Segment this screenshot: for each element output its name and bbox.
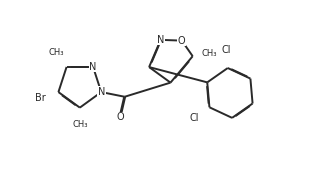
Text: Cl: Cl: [222, 45, 231, 55]
Text: Br: Br: [35, 93, 46, 103]
Text: N: N: [89, 62, 97, 72]
Text: CH₃: CH₃: [72, 120, 88, 129]
Text: N: N: [98, 87, 105, 97]
Text: CH₃: CH₃: [49, 49, 64, 57]
Text: O: O: [116, 112, 124, 122]
Text: N: N: [157, 35, 164, 45]
Text: CH₃: CH₃: [202, 49, 217, 58]
Text: Cl: Cl: [190, 113, 199, 123]
Text: O: O: [178, 36, 185, 46]
